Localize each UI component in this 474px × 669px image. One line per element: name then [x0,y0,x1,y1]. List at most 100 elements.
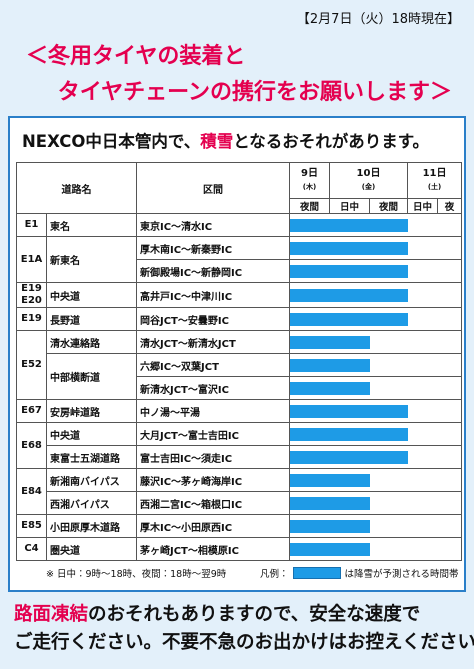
table-row: E1 東名 東京IC～清水IC [16,213,463,237]
header-road: 道路名 [16,162,137,214]
slot-cell [329,376,370,400]
day: 11日 (土) [411,167,458,194]
snow-bar [329,218,370,232]
road-name: 安房峠道路 [46,399,137,423]
snow-bar [290,218,330,232]
slot-cell [289,330,330,354]
day-weekday: (土) [427,183,442,191]
slot-cell [329,537,370,561]
road-name: 清水連絡路 [46,330,137,354]
slot-cell [329,422,370,446]
slot-cell [437,422,463,446]
section: 新清水JCT～富沢IC [136,376,290,400]
table-row: E84 新湘南バイパス 藤沢IC～茅ヶ崎海岸IC [16,468,463,515]
snow-bar [329,519,370,533]
slot-cell [329,445,370,469]
table-row: E19 E20 中央道 高井戸IC～中津川IC [16,282,463,308]
slot-cell [289,399,330,423]
road-name: 新湘南バイパス [46,468,137,492]
snow-bar [329,358,370,372]
day: 9日 (木) [293,167,326,194]
slot-cell [407,399,438,423]
snow-bar [369,312,408,326]
slot-cell [329,468,370,492]
slot-cell [289,307,330,331]
snow-bar [290,241,330,255]
day-date: 9日 [301,168,318,179]
road-name: 東名 [46,213,137,237]
table-row: 中部横断道 六郷IC～双葉JCT [17,353,463,400]
snow-bar [329,381,370,395]
slot-cell [289,353,330,377]
slot-cell [289,259,330,283]
slot-cell [437,514,463,538]
slot-cell [437,468,463,492]
slot-cell [407,236,438,260]
slot-cell [329,399,370,423]
section: 大月JCT～富士吉田IC [136,422,290,446]
slot-cell [407,537,438,561]
footer-text: のおそれもありますので、安全な速度で [88,604,421,625]
snow-bar [329,542,370,556]
footer-line: ご走行ください。不要不急のお出かけはお控えください。 [14,632,474,653]
day-weekday: (木) [302,183,317,191]
snow-bar [329,241,370,255]
slot-cell [407,282,438,308]
snow-bar [369,218,408,232]
slot-cell [437,213,463,237]
slot-cell [407,307,438,331]
snow-bar [290,427,330,441]
table-row: 西湘バイパス 西湘二宮IC～箱根口IC [17,491,463,515]
snow-bar [369,288,408,302]
footer-highlight: 路面凍結 [14,604,89,625]
snow-bar [369,450,408,464]
section: 藤沢IC～茅ヶ崎海岸IC [136,468,290,492]
road-name: 新東名 [46,236,137,283]
slot-cell [329,236,370,260]
road-code: C4 [16,537,47,561]
slot-cell [437,282,463,308]
slot-cell [369,236,408,260]
day-date: 10日 [356,168,381,179]
slot-cell [437,491,463,515]
section: 厚木南IC～新秦野IC [136,236,290,260]
footnote: ※ 日中：9時～18時、夜間：18時～翌9時 [46,569,227,580]
section: 茅ヶ崎JCT～相模原IC [136,537,290,561]
slot-cell [369,445,408,469]
slot-cell [407,491,438,515]
legend-label: 凡例： [260,569,289,580]
slot-cell [407,376,438,400]
title-line: ＜冬用タイヤの装着と [26,44,246,69]
forecast-table: 道路名 区間 9日 (木) 10日 (金) 11日 (土) 夜間 日中 夜間 日中夜 E1 東名 東京IC… [16,162,463,561]
slot-cell [289,468,330,492]
section: 高井戸IC～中津川IC [136,282,290,308]
snow-bar [329,427,370,441]
snow-bar [290,335,330,349]
snow-bar [290,404,330,418]
slot-cell [289,282,330,308]
slot-cell [289,236,330,260]
slot-cell [407,514,438,538]
snow-bar [369,427,408,441]
slot-cell [437,537,463,561]
snow-bar [290,519,330,533]
road-code: E85 [16,514,47,538]
road-code: E1 [16,213,47,237]
day-header: 9日 (木) [289,162,330,199]
slot-cell [329,282,370,308]
road-code: E84 [16,468,47,515]
table-row: E1A 新東名 厚木南IC～新秦野IC [16,236,463,283]
snow-bar [329,264,370,278]
road-code: E1A [16,236,47,283]
slot-cell [369,259,408,283]
road-code: E52 [16,330,47,400]
section: 中ノ湯～平湯 [136,399,290,423]
slot-cell [329,259,370,283]
title-line: タイヤチェーンの携行をお願いします＞ [57,80,452,105]
notice: NEXCO中日本管内で、積雪となるおそれがあります。 [22,128,429,152]
road-name: 中央道 [46,282,137,308]
notice-text: となるおそれがあります。 [233,132,430,151]
slot-cell [329,353,370,377]
slot-cell [289,445,330,469]
